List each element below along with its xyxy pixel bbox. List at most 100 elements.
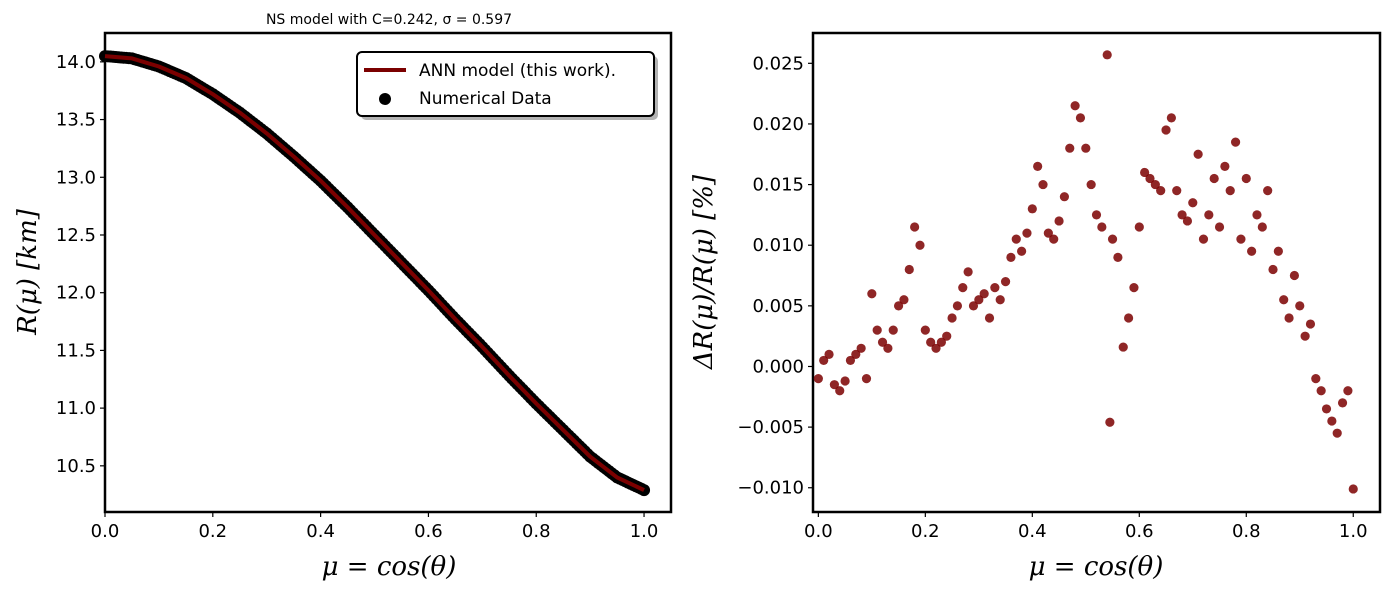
residual-point <box>1070 101 1080 111</box>
residual-point <box>1017 246 1027 256</box>
residual-point <box>1043 228 1053 238</box>
residual-point <box>1059 192 1070 202</box>
residual-point <box>1343 386 1353 396</box>
residual-point <box>1113 252 1123 262</box>
y-axis-label: R(μ) [km] <box>13 208 43 336</box>
residual-point <box>942 331 952 341</box>
residual-point <box>1257 222 1267 232</box>
residual-point <box>1220 161 1230 171</box>
residual-point <box>1214 222 1225 232</box>
residual-point <box>1332 428 1342 438</box>
legend-entry-numerical: Numerical Data <box>419 89 552 109</box>
residual-point <box>920 325 930 335</box>
residual-point <box>1225 186 1235 196</box>
residual-point <box>1097 222 1107 232</box>
chart-left: NS model with C=0.242, σ = 0.597 0.0 0.2 0… <box>13 12 673 582</box>
residual-point <box>1284 313 1294 323</box>
residual-point <box>1247 246 1257 256</box>
residual-point <box>1263 186 1273 196</box>
x-tick-label: 0.0 <box>91 521 120 542</box>
residual-point <box>1033 161 1043 171</box>
plot-frame <box>103 31 673 514</box>
x-tick-label: 1.0 <box>630 521 659 542</box>
x-tick-label: 0.8 <box>1232 521 1261 542</box>
residual-point <box>1300 331 1310 341</box>
residual-point <box>974 295 984 305</box>
residual-point <box>835 386 845 396</box>
residual-point <box>1027 204 1037 214</box>
residual-point <box>819 355 829 366</box>
residual-point <box>984 313 995 323</box>
residual-point <box>1075 113 1086 123</box>
residual-point <box>1107 234 1118 244</box>
y-tick-label: 12.0 <box>56 283 96 304</box>
residual-point <box>829 380 839 390</box>
residual-point <box>1145 173 1155 184</box>
y-tick-label: 14.0 <box>56 52 96 73</box>
residual-point <box>979 289 989 299</box>
residual-point <box>1198 234 1209 244</box>
residual-point <box>910 222 920 232</box>
residual-point <box>1129 283 1139 293</box>
residual-point <box>1022 228 1032 238</box>
residual-point <box>1295 301 1305 311</box>
y-tick-label: 0.010 <box>752 235 804 256</box>
residual-point <box>1123 313 1134 323</box>
y-tick-label: 13.0 <box>56 167 96 188</box>
residual-point <box>904 264 914 275</box>
residual-point <box>1327 416 1337 426</box>
residual-point <box>899 295 909 305</box>
residual-point <box>1209 173 1219 184</box>
residual-point <box>947 313 957 323</box>
residual-point <box>861 374 872 384</box>
x-tick-label: 0.6 <box>414 521 443 542</box>
residual-point <box>1321 404 1332 414</box>
residual-point <box>1268 264 1278 275</box>
y-axis-label: ΔR(μ)/R(μ) [%] <box>689 174 719 370</box>
residual-point <box>1305 319 1316 329</box>
y-tick-label: 12.5 <box>56 225 96 246</box>
residual-point <box>1241 173 1251 184</box>
y-tick-label: 0.005 <box>752 296 804 317</box>
y-tick-label: −0.005 <box>737 417 804 438</box>
residual-point <box>1156 186 1166 196</box>
residual-point <box>867 289 877 299</box>
residual-point <box>915 240 925 250</box>
residual-point <box>1161 125 1171 135</box>
chart-right: 0.0 0.2 0.4 0.6 0.8 1.0 −0.010 −0.005 0.000 0.005… <box>689 31 1382 582</box>
residual-point <box>1049 234 1059 244</box>
residual-point <box>1000 276 1011 287</box>
x-axis-label: μ = cos(θ) <box>1029 552 1164 582</box>
residual-point <box>840 376 850 386</box>
legend: ANN model (this work). Numerical Data <box>356 51 658 120</box>
residual-point <box>931 343 941 353</box>
residual-point <box>1065 143 1075 153</box>
residual-point <box>872 325 882 335</box>
legend-entry-ann: ANN model (this work). <box>419 61 616 81</box>
residual-point <box>883 343 893 353</box>
residual-point <box>1311 374 1321 384</box>
residual-point <box>1193 149 1203 159</box>
residual-point <box>845 355 856 366</box>
x-tick-label: 0.4 <box>306 521 335 542</box>
residual-point <box>893 301 904 311</box>
residual-point <box>1279 295 1289 305</box>
plot-frame <box>811 31 1382 514</box>
residual-point <box>824 349 834 359</box>
residual-point <box>1204 210 1214 220</box>
residual-point <box>1102 50 1112 60</box>
residual-point <box>1273 246 1283 256</box>
residual-point <box>1011 234 1021 244</box>
residual-point <box>1105 417 1115 427</box>
y-tick-label: 13.5 <box>56 110 96 131</box>
residual-point <box>958 283 968 293</box>
residual-point <box>1252 210 1262 220</box>
residual-point <box>1316 386 1326 396</box>
residual-point <box>856 343 866 353</box>
residual-point <box>1054 216 1064 226</box>
x-tick-label: 0.6 <box>1125 521 1154 542</box>
x-tick-label: 1.0 <box>1339 521 1368 542</box>
residual-point <box>1289 270 1300 281</box>
residual-point <box>1118 342 1128 352</box>
